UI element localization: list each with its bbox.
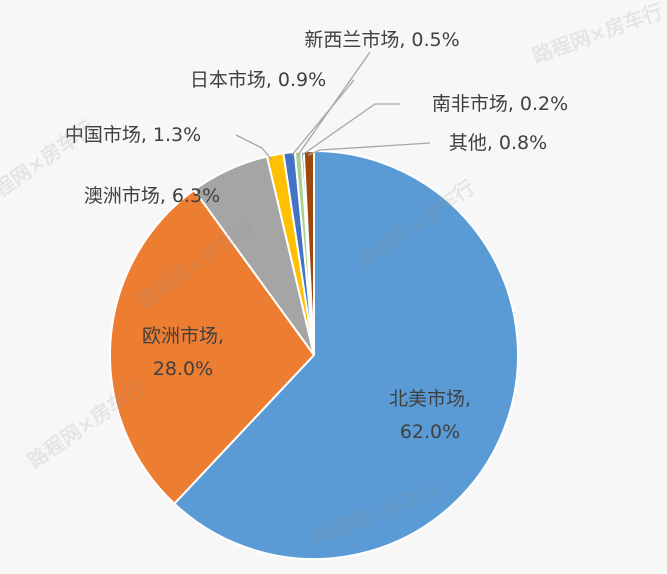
leader-line-2 [234, 195, 263, 206]
leader-line-3 [235, 134, 273, 161]
leader-line-7 [307, 142, 431, 156]
data-label-6: 南非市场, 0.2% [432, 93, 568, 115]
watermark-4: 路程网×房车行 [529, 0, 666, 68]
leader-line-6 [301, 103, 400, 156]
data-label-5: 新西兰市场, 0.5% [304, 29, 459, 51]
data-label-0: 62.0% [400, 421, 460, 443]
pie-slice-1 [109, 188, 316, 506]
data-label-4: 日本市场, 0.9% [190, 69, 326, 91]
data-label-2: 澳洲市场, 6.3% [84, 185, 220, 207]
data-label-7: 其他, 0.8% [449, 132, 547, 154]
leader-line-4 [291, 79, 355, 156]
pie-slice-0 [172, 149, 519, 560]
data-label-1: 欧洲市场, [142, 325, 224, 347]
data-label-1: 28.0% [153, 358, 213, 380]
data-label-3: 中国市场, 1.3% [65, 124, 201, 146]
leader-line-5 [297, 51, 371, 156]
data-label-0: 北美市场, [389, 388, 471, 410]
pie-slice-7 [302, 149, 315, 356]
